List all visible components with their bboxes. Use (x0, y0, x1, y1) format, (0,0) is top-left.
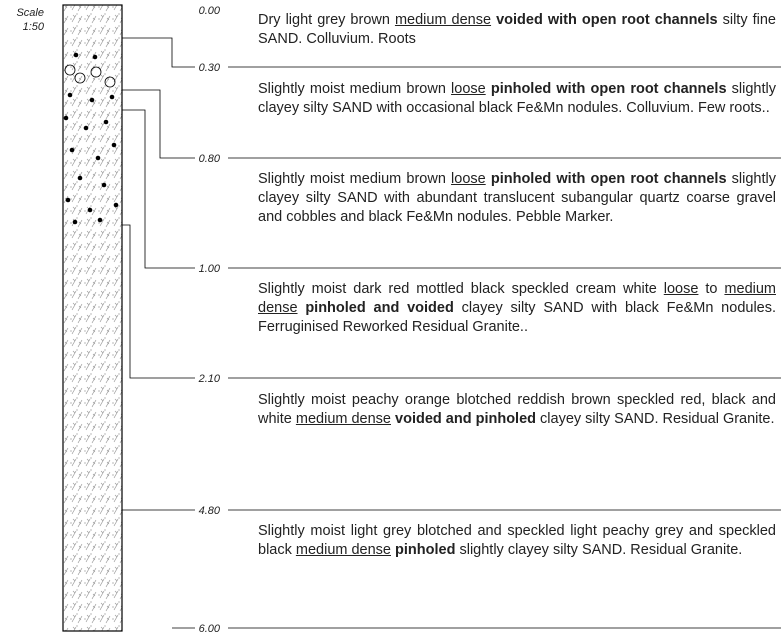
nodule (96, 156, 101, 161)
depth-leader (122, 110, 195, 268)
nodule (66, 198, 71, 203)
page: Scale 1:50 0.000.300.801.002.104.806.00 … (0, 0, 781, 633)
description-segment: loose (451, 171, 486, 187)
layer-description: Slightly moist dark red mottled black sp… (258, 280, 776, 337)
nodule (78, 176, 83, 181)
description-segment: voided and pinholed (391, 411, 536, 427)
nodule (114, 203, 119, 208)
layer-description: Slightly moist peachy orange blotched re… (258, 391, 776, 429)
description-segment: pinholed and voided (298, 300, 454, 316)
nodule (88, 208, 93, 213)
nodule (64, 116, 69, 121)
description-segment: pinholed with open root channels (486, 171, 727, 187)
description-segment: loose (664, 281, 699, 297)
depth-label: 4.80 (199, 505, 221, 517)
scale-label: Scale (16, 7, 44, 19)
layer-description: Slightly moist medium brown loose pinhol… (258, 80, 776, 118)
nodule (74, 53, 79, 58)
depth-label: 0.00 (199, 5, 221, 17)
description-segment: pinholed with open root channels (486, 81, 727, 97)
nodule (68, 93, 73, 98)
description-segment: medium dense (296, 411, 391, 427)
depth-leader (122, 38, 195, 67)
description-segment: Slightly moist medium brown (258, 81, 451, 97)
description-segment: medium dense (296, 542, 391, 558)
nodule (73, 220, 78, 225)
description-segment: clayey silty SAND. Residual Granite. (536, 411, 775, 427)
nodule (93, 55, 98, 60)
layer-description: Dry light grey brown medium dense voided… (258, 11, 776, 49)
nodule (110, 95, 115, 100)
depth-label: 6.00 (199, 623, 221, 633)
description-segment: voided with open root channels (491, 12, 718, 28)
description-segment: Slightly moist medium brown (258, 171, 451, 187)
scale-ratio: 1:50 (23, 21, 45, 33)
description-segment: Dry light grey brown (258, 12, 395, 28)
depth-leader (122, 90, 195, 158)
depth-leader (122, 225, 195, 378)
nodule (84, 126, 89, 131)
depth-label: 2.10 (198, 373, 221, 385)
nodule (70, 148, 75, 153)
layer-description: Slightly moist light grey blotched and s… (258, 522, 776, 560)
nodule (112, 143, 117, 148)
depth-label: 0.80 (199, 153, 221, 165)
description-segment: pinholed (391, 542, 455, 558)
layer-description: Slightly moist medium brown loose pinhol… (258, 170, 776, 227)
description-segment: medium dense (395, 12, 491, 28)
nodule (90, 98, 95, 103)
nodule (104, 120, 109, 125)
description-segment: slightly clayey silty SAND. Residual Gra… (455, 542, 742, 558)
nodule (98, 218, 103, 223)
depth-label: 1.00 (199, 263, 221, 275)
nodule (102, 183, 107, 188)
description-segment: loose (451, 81, 486, 97)
description-segment: to (698, 281, 724, 297)
depth-label: 0.30 (199, 62, 221, 74)
description-segment: Slightly moist dark red mottled black sp… (258, 281, 664, 297)
